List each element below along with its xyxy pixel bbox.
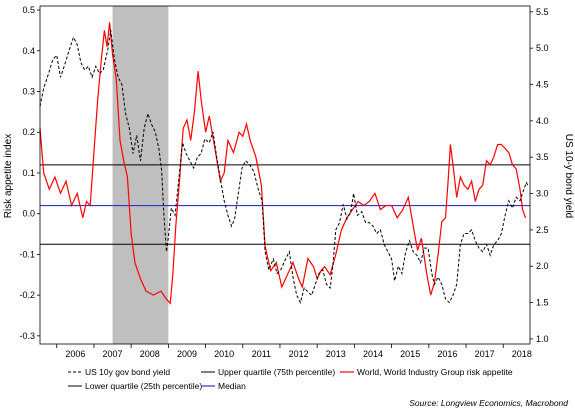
left-tick-label: -0.3	[19, 331, 35, 341]
source-note: Source: Longview Economics, Macrobond	[409, 398, 568, 408]
right-tick-label: 4.0	[536, 116, 549, 126]
left-tick-label: -0.1	[19, 249, 35, 259]
right-tick-label: 2.0	[536, 261, 549, 271]
left-axis-ticks: 0.5 0.4 0.3 0.2 0.1 0.0 -0.1 -0.2 -0.3	[19, 5, 40, 341]
left-tick-label: 0.2	[22, 127, 35, 137]
x-tick-label: 2016	[437, 349, 457, 359]
y-axis-left-label: Risk appetite index	[3, 134, 14, 219]
reference-lines-layer	[40, 164, 530, 245]
shaded-region	[112, 6, 169, 344]
left-tick-label: 0.5	[22, 5, 35, 15]
legend-label-median: Median	[218, 381, 246, 391]
left-tick-label: 0.0	[22, 209, 35, 219]
right-tick-label: 3.5	[536, 152, 549, 162]
right-tick-label: 5.0	[536, 43, 549, 53]
x-tick-label: 2007	[103, 349, 123, 359]
legend: US 10y gov bond yield Upper quartile (75…	[68, 367, 513, 391]
left-tick-label: 0.3	[22, 87, 35, 97]
x-tick-label: 2014	[363, 349, 383, 359]
x-tick-label: 2015	[400, 349, 420, 359]
x-tick-label: 2017	[475, 349, 495, 359]
x-tick-label: 2013	[326, 349, 346, 359]
x-axis-ticks: 2006 2007 2008 2009 2010 2011 2012 2013 2014 2015…	[56, 344, 532, 359]
recession-band-layer	[112, 6, 169, 344]
plot-border	[39, 5, 531, 345]
x-tick-label: 2008	[140, 349, 160, 359]
right-axis-ticks: 5.5 5.0 4.5 4.0 3.5 3.0 2.5 2.0 1.5 1.0	[530, 7, 549, 344]
left-tick-label: -0.2	[19, 290, 35, 300]
series-layer	[39, 22, 529, 305]
legend-label-risk: World, World Industry Group risk appetit…	[357, 367, 513, 377]
plot-frame	[39, 5, 531, 345]
x-tick-label: 2018	[512, 349, 532, 359]
legend-label-upper: Upper quartile (75th percentile)	[218, 367, 335, 377]
left-tick-label: 0.1	[22, 168, 35, 178]
x-tick-label: 2011	[252, 349, 271, 359]
right-tick-label: 4.5	[536, 80, 549, 90]
x-tick-label: 2009	[177, 349, 197, 359]
legend-label-lower: Lower quartile (25th percentile)	[85, 381, 202, 391]
y-axis-right-label: US 10-y bond yield	[563, 134, 574, 219]
x-tick-label: 2006	[65, 349, 85, 359]
left-tick-label: 0.4	[22, 46, 35, 56]
legend-label-bond: US 10y gov bond yield	[85, 367, 170, 377]
right-tick-label: 3.0	[536, 189, 549, 199]
right-tick-label: 5.5	[536, 7, 549, 17]
x-tick-label: 2012	[289, 349, 309, 359]
right-tick-label: 2.5	[536, 225, 549, 235]
series-line-risk-appetite	[39, 22, 527, 305]
right-tick-label: 1.0	[536, 334, 549, 344]
x-tick-label: 2010	[214, 349, 234, 359]
series-line-bond-yield	[39, 29, 529, 305]
right-tick-label: 1.5	[536, 298, 549, 308]
